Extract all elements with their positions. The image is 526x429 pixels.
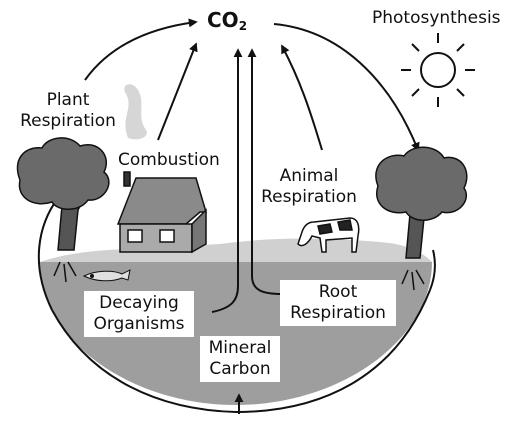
mineral-carbon-line-2: Carbon [209,359,271,379]
mineral-carbon-line-1: Mineral [208,338,272,358]
house [116,171,208,254]
co2-subscript: 2 [238,19,248,33]
smoke-plume [124,84,147,140]
mineral-carbon-box: Mineral Carbon [200,336,280,382]
left-tree [16,137,110,283]
cycle-arc-bottom [51,289,431,414]
photosynthesis-label: Photosynthesis [372,8,501,28]
co2-text: CO [207,8,239,32]
co2-label: CO2 [207,8,247,33]
grass-hill [40,238,432,262]
plant-respiration-line-1: Plant [46,90,90,110]
decaying-organisms-line-1: Decaying [99,293,179,313]
animal-respiration-label: Animal Respiration [252,166,366,208]
root-respiration-line-1: Root [318,282,358,302]
decaying-organism-icon [82,269,131,282]
decaying-organisms-line-2: Organisms [93,314,185,334]
plant-respiration-arrow [84,18,198,81]
photosynthesis-arrow [273,23,420,152]
decay-arrow [211,48,243,313]
animal-respiration-line-2: Respiration [261,187,357,207]
combustion-label: Combustion [116,150,222,171]
combustion-arrow [157,42,198,141]
root-respiration-line-2: Respiration [290,303,386,323]
animal-respiration-line-1: Animal [279,166,339,186]
plant-respiration-line-2: Respiration [20,111,116,131]
cow [297,217,360,253]
animal-respiration-arrow [281,44,323,151]
root-respiration-arrow [247,48,283,295]
cycle-arc-left [37,196,60,311]
cycle-arc-right [429,249,436,291]
root-respiration-box: Root Respiration [280,280,396,326]
right-tree [375,146,468,291]
plant-respiration-label: Plant Respiration [8,90,128,132]
decaying-organisms-box: Decaying Organisms [84,291,194,337]
sun-icon [401,33,475,107]
